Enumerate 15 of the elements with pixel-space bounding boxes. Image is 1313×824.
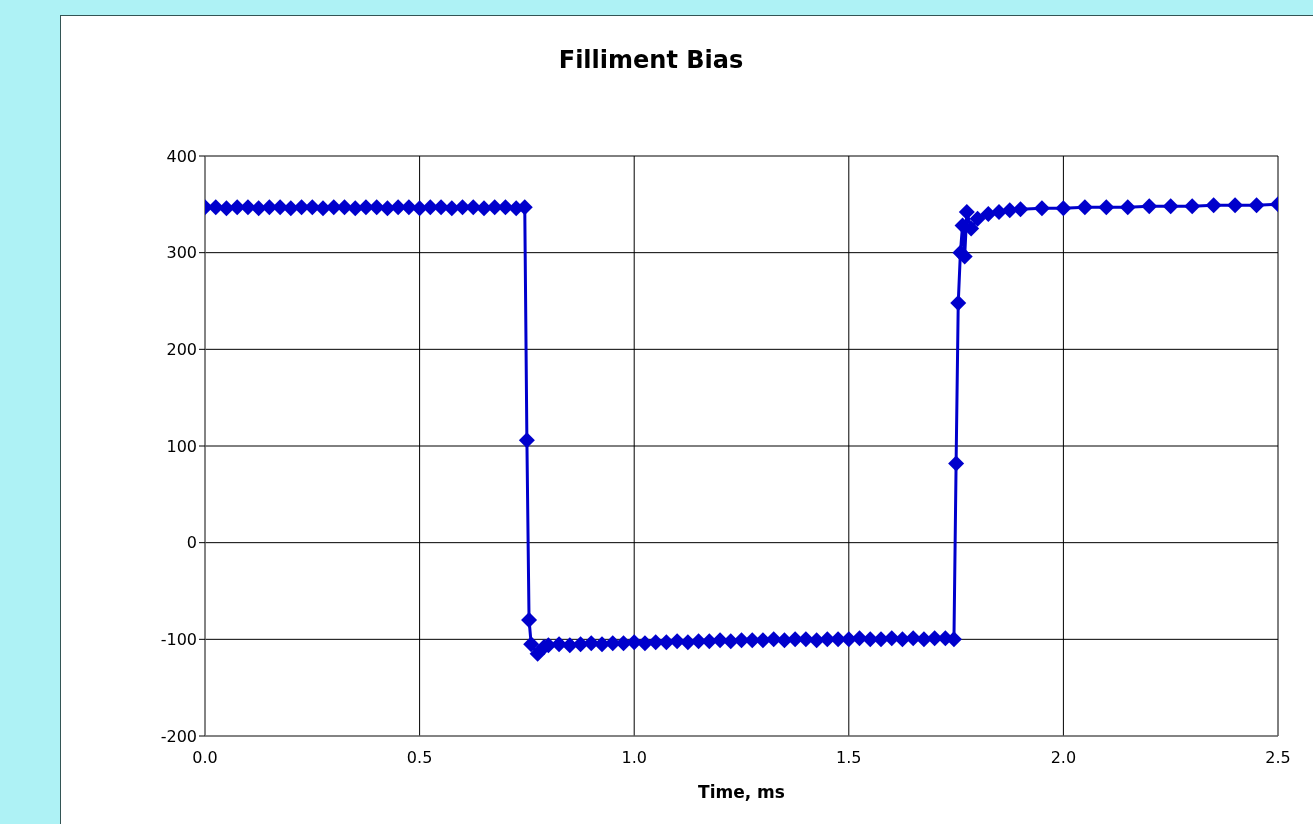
x-tick-label: 1.0: [621, 748, 647, 768]
y-tick-label: -100: [160, 630, 197, 650]
x-tick-label: 0.5: [406, 748, 433, 768]
x-tick-label: 2.0: [1050, 748, 1077, 768]
y-tick-label: 200: [166, 340, 197, 360]
y-tick-label: 0: [186, 533, 197, 553]
y-tick-label: 400: [166, 146, 197, 166]
x-axis-title: Time, ms: [698, 782, 785, 802]
chart-title: Filliment Bias: [557, 46, 745, 74]
y-tick-label: 300: [166, 243, 197, 263]
y-tick-label: -200: [160, 726, 197, 746]
x-tick-label: 2.5: [1265, 748, 1291, 768]
y-tick-label: 100: [166, 436, 197, 456]
x-tick-label: 1.5: [836, 748, 862, 768]
x-tick-label: 0.0: [192, 748, 218, 768]
